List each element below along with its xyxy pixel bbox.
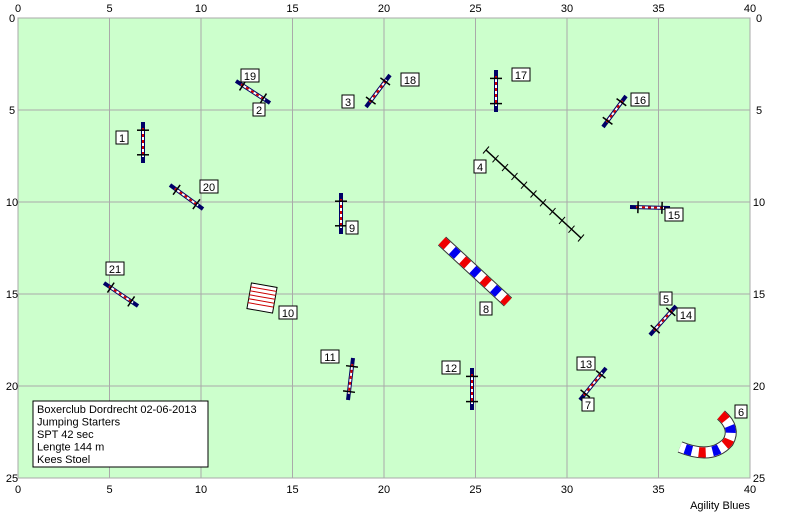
obstacle-label: 7 bbox=[585, 400, 591, 412]
obstacle-label: 17 bbox=[515, 70, 527, 82]
x-tick-label: 30 bbox=[561, 3, 573, 15]
obstacle-label: 19 bbox=[244, 71, 256, 83]
obstacle-label: 2 bbox=[256, 105, 262, 117]
y-tick-label: 10 bbox=[6, 197, 18, 209]
x-tick-label: 20 bbox=[378, 3, 390, 15]
x-tick-label: 10 bbox=[195, 484, 207, 496]
obstacle-label: 9 bbox=[349, 223, 355, 235]
obstacle-label: 5 bbox=[663, 294, 669, 306]
obstacle-label: 20 bbox=[203, 182, 215, 194]
obstacle-label: 10 bbox=[282, 308, 294, 320]
x-tick-label: 0 bbox=[15, 3, 21, 15]
y-tick-label: 15 bbox=[753, 289, 765, 301]
info-line: Lengte 144 m bbox=[37, 442, 104, 454]
x-tick-label: 35 bbox=[652, 3, 664, 15]
obstacle-label: 21 bbox=[109, 264, 121, 276]
x-tick-label: 0 bbox=[15, 484, 21, 496]
x-tick-label: 25 bbox=[469, 3, 481, 15]
y-tick-label: 0 bbox=[9, 13, 15, 25]
x-tick-label: 40 bbox=[744, 3, 756, 15]
info-line: Boxerclub Dordrecht 02-06-2013 bbox=[37, 404, 197, 416]
y-tick-label: 5 bbox=[756, 105, 762, 117]
x-tick-label: 25 bbox=[469, 484, 481, 496]
y-tick-label: 10 bbox=[753, 197, 765, 209]
y-tick-label: 5 bbox=[9, 105, 15, 117]
x-tick-label: 30 bbox=[561, 484, 573, 496]
y-tick-label: 25 bbox=[6, 473, 18, 485]
obstacle-label: 15 bbox=[668, 210, 680, 222]
info-line: SPT 42 sec bbox=[37, 429, 94, 441]
y-tick-label: 25 bbox=[753, 473, 765, 485]
obstacle-label: 8 bbox=[483, 304, 489, 316]
obstacle-label: 6 bbox=[738, 407, 744, 419]
obstacle-label: 3 bbox=[345, 97, 351, 109]
info-line: Jumping Starters bbox=[37, 417, 121, 429]
y-tick-label: 20 bbox=[6, 381, 18, 393]
x-tick-label: 40 bbox=[744, 484, 756, 496]
obstacle-label: 16 bbox=[634, 95, 646, 107]
x-tick-label: 35 bbox=[652, 484, 664, 496]
y-tick-label: 0 bbox=[756, 13, 762, 25]
x-tick-label: 5 bbox=[106, 484, 112, 496]
info-line: Kees Stoel bbox=[37, 454, 90, 466]
credit: Agility Blues bbox=[690, 500, 750, 512]
obstacle-label: 12 bbox=[445, 363, 457, 375]
obstacle-label: 4 bbox=[477, 162, 483, 174]
obstacle-label: 18 bbox=[404, 75, 416, 87]
obstacle-label: 1 bbox=[119, 133, 125, 145]
y-tick-label: 20 bbox=[753, 381, 765, 393]
x-tick-label: 15 bbox=[286, 3, 298, 15]
y-tick-label: 15 bbox=[6, 289, 18, 301]
x-tick-label: 15 bbox=[286, 484, 298, 496]
x-tick-label: 20 bbox=[378, 484, 390, 496]
obstacle-label: 11 bbox=[324, 352, 335, 364]
x-tick-label: 5 bbox=[106, 3, 112, 15]
obstacle-label: 14 bbox=[680, 310, 692, 322]
x-tick-label: 10 bbox=[195, 3, 207, 15]
obstacle-label: 13 bbox=[580, 359, 592, 371]
